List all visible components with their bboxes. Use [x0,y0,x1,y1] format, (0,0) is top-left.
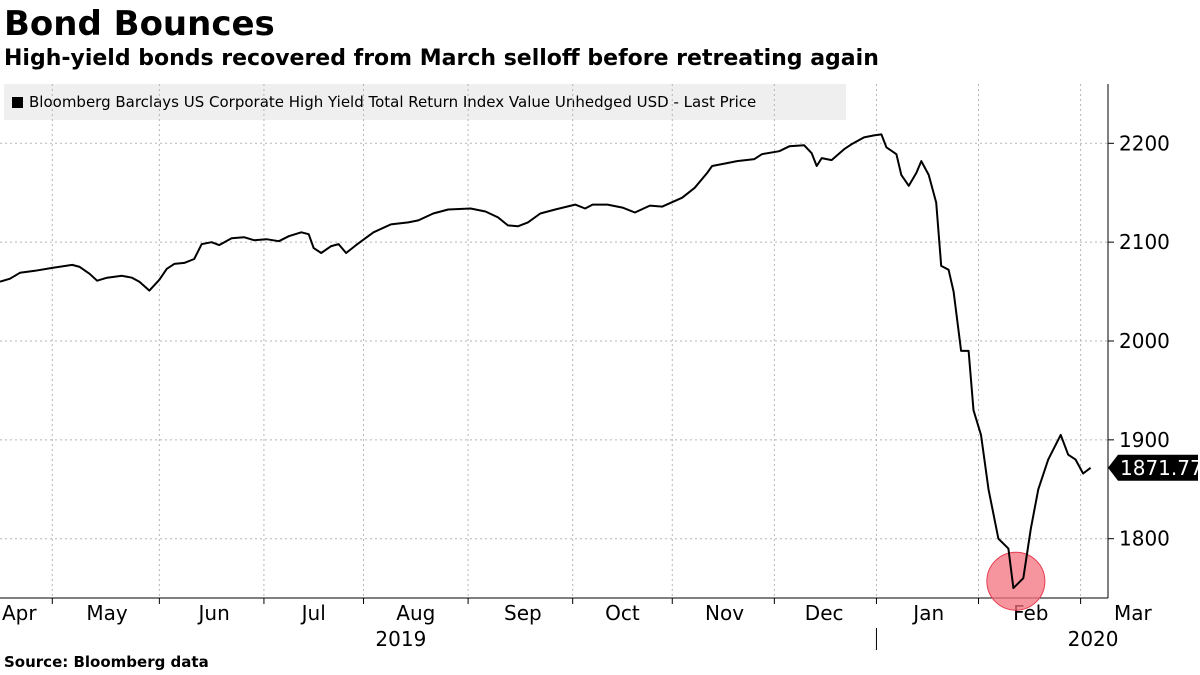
x-tick-label: Jan [911,601,944,625]
series-line [0,133,1092,590]
x-tick-label: Oct [605,601,640,625]
chart-subtitle: High-yield bonds recovered from March se… [4,46,879,71]
x-tick-label: May [86,601,128,625]
y-tick-label: 2200 [1119,131,1170,155]
x-tick-label: Sep [504,601,542,625]
x-tick-label: Jul [300,601,326,625]
legend: Bloomberg Barclays US Corporate High Yie… [4,84,846,120]
x-tick-label: Dec [805,601,844,625]
x-tick-label: Aug [396,601,435,625]
source-note: Source: Bloomberg data [4,653,209,671]
x-tick-label: Mar [1114,601,1153,625]
last-price-label: 1871.77 [1120,456,1200,480]
x-tick-label: Nov [705,601,744,625]
y-tick-label: 1800 [1119,527,1170,551]
legend-label: Bloomberg Barclays US Corporate High Yie… [29,93,757,111]
y-tick-label: 2100 [1119,230,1170,254]
x-tick-label: Apr [2,601,37,625]
y-tick-label: 1900 [1119,428,1170,452]
last-price-tag [1108,454,1198,481]
chart-title: Bond Bounces [4,4,275,44]
selloff-highlight-circle [986,551,1046,611]
year-label: 2020 [1068,627,1119,651]
y-tick-label: 2000 [1119,329,1170,353]
x-tick-label: Jun [197,601,230,625]
year-label: 2019 [375,627,426,651]
legend-swatch [12,96,23,108]
